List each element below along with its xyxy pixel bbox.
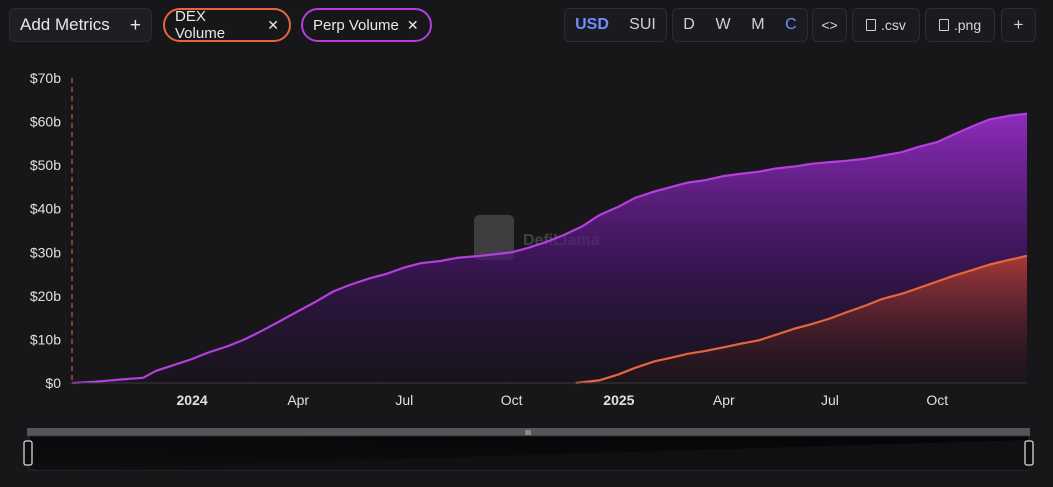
series-layer: [71, 112, 1028, 385]
x-tick-label: Jul: [395, 392, 413, 408]
navigator-right-handle[interactable]: [1024, 440, 1034, 466]
llama-logo-icon: [474, 215, 514, 260]
currency-sui-button[interactable]: SUI: [629, 16, 656, 33]
close-icon[interactable]: ✕: [267, 16, 279, 33]
more-options-button[interactable]: +: [1001, 8, 1036, 42]
chart-toolbar: Add Metrics + DEX Volume ✕ Perp Volume ✕…: [0, 8, 1053, 44]
file-download-icon: [938, 19, 949, 31]
granularity-weekly-button[interactable]: W: [715, 16, 731, 33]
add-metrics-button[interactable]: Add Metrics +: [9, 8, 152, 42]
granularity-toggle: D W M C: [672, 8, 808, 42]
plus-icon: +: [1013, 15, 1024, 34]
y-tick-label: $50b: [30, 157, 61, 173]
series-line-dex-volume: [575, 254, 1028, 385]
navigator-scrollbar[interactable]: [27, 428, 1030, 436]
range-navigator[interactable]: III: [23, 428, 1034, 471]
x-tick-label: Apr: [287, 392, 309, 408]
series-area-perp-volume: [72, 113, 1027, 383]
grip-icon: III: [525, 430, 531, 437]
y-axis: $0 $10b $20b $30b $40b $50b $60b $70b: [30, 70, 61, 391]
y-tick-label: $30b: [30, 244, 61, 260]
x-tick-label: Oct: [501, 392, 523, 408]
y-tick-label: $70b: [30, 70, 61, 86]
plus-icon: +: [129, 15, 141, 36]
metric-pill-dex-volume[interactable]: DEX Volume ✕: [163, 8, 291, 42]
close-icon[interactable]: ✕: [406, 16, 419, 33]
y-tick-label: $60b: [30, 114, 61, 130]
navigator-left-handle[interactable]: [23, 440, 33, 466]
png-label: .png: [953, 17, 982, 33]
download-csv-button[interactable]: .csv: [852, 8, 920, 42]
x-tick-label: 2024: [177, 392, 208, 408]
x-tick-label: Apr: [713, 392, 735, 408]
granularity-daily-button[interactable]: D: [683, 16, 695, 33]
y-tick-label: $0: [45, 375, 61, 391]
series-area-dex-volume: [575, 255, 1027, 383]
metric-pill-label: Perp Volume: [313, 16, 399, 34]
metric-pill-perp-volume[interactable]: Perp Volume ✕: [301, 8, 432, 42]
navigator-series-preview: [29, 440, 1029, 470]
csv-label: .csv: [881, 17, 906, 33]
embed-button[interactable]: <>: [812, 8, 847, 42]
metric-pill-label: DEX Volume: [175, 8, 226, 42]
file-download-icon: [866, 19, 877, 31]
currency-toggle: USD SUI: [564, 8, 667, 42]
y-tick-label: $40b: [30, 201, 61, 217]
y-tick-label: $10b: [30, 331, 61, 347]
currency-usd-button[interactable]: USD: [575, 16, 609, 33]
y-tick-label: $20b: [30, 288, 61, 304]
x-tick-label: 2025: [603, 392, 634, 408]
code-icon: <>: [821, 17, 838, 33]
x-tick-label: Oct: [926, 392, 948, 408]
series-line-perp-volume: [71, 112, 1028, 385]
granularity-cumulative-button[interactable]: C: [785, 16, 797, 33]
x-tick-label: Jul: [821, 392, 839, 408]
granularity-monthly-button[interactable]: M: [751, 16, 765, 33]
download-png-button[interactable]: .png: [925, 8, 995, 42]
x-axis: 2024 Apr Jul Oct 2025 Apr Jul Oct: [177, 392, 949, 408]
add-metrics-label: Add Metrics: [20, 15, 110, 34]
